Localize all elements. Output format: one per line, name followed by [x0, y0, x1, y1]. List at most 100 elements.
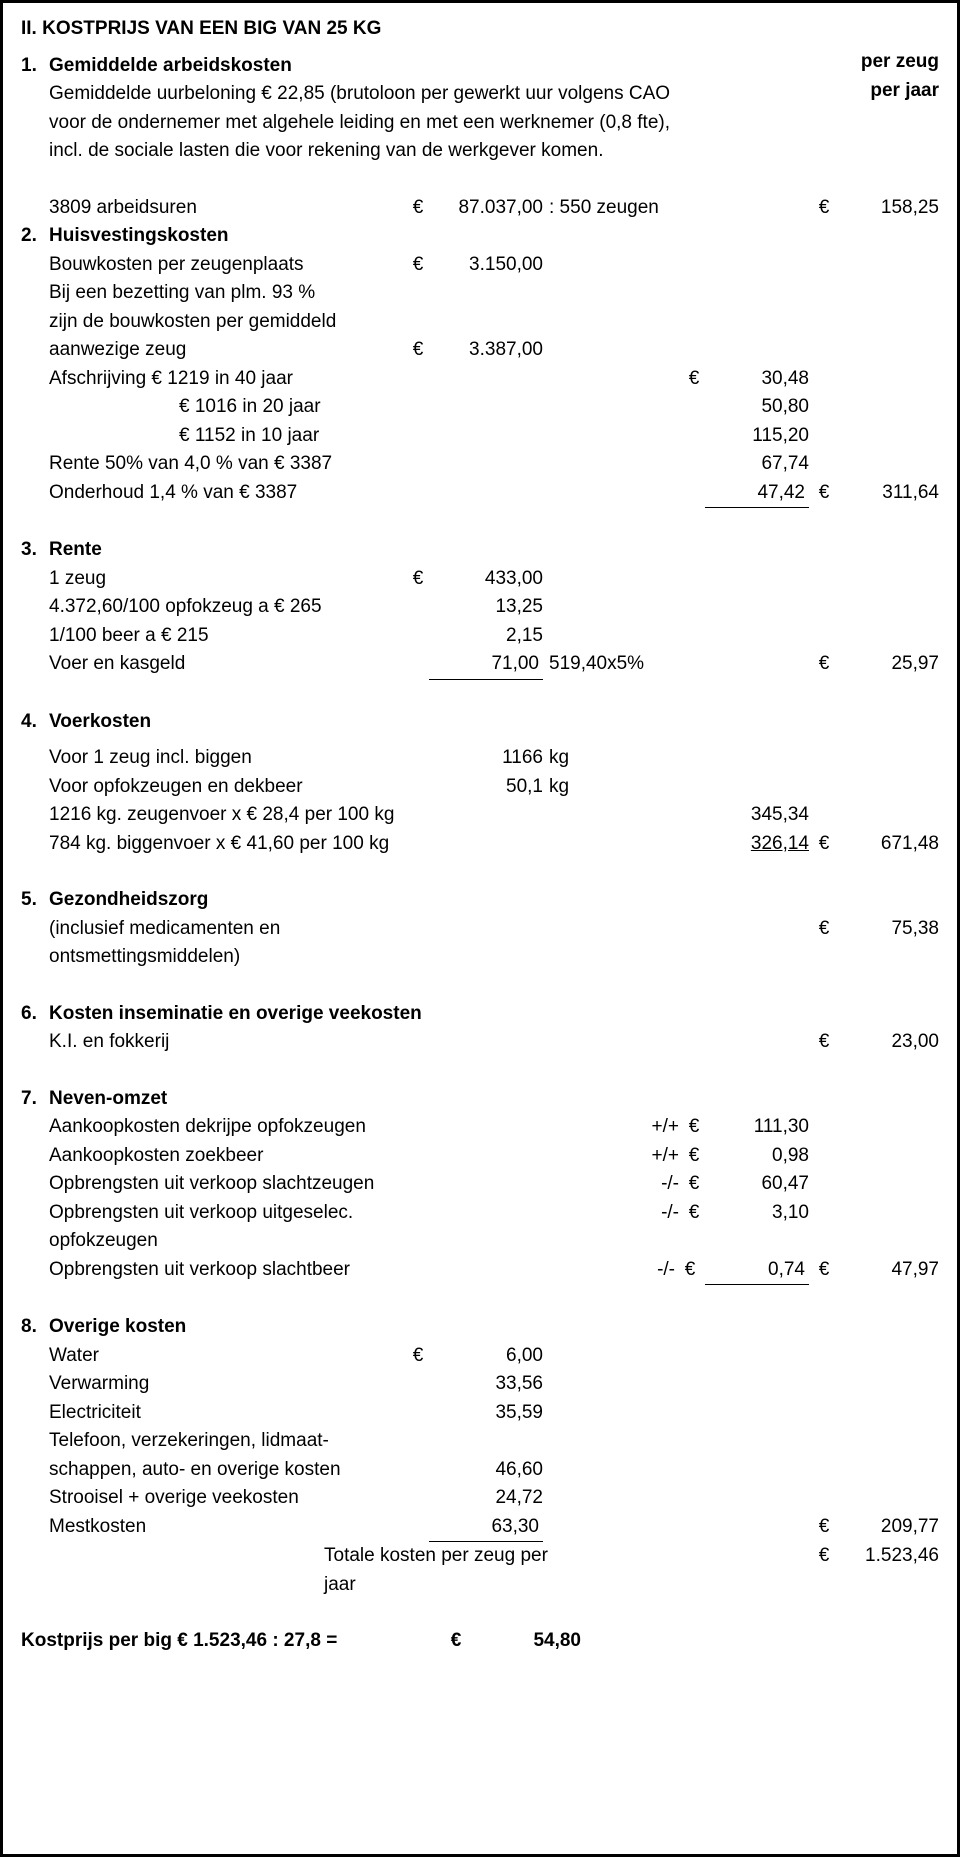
s1-row-arbeidsuren: 3809 arbeidsuren € 87.037,00 : 550 zeuge… [21, 194, 939, 223]
eur: € [679, 365, 709, 394]
section-6-header: 6. Kosten inseminatie en overige veekost… [21, 1000, 939, 1029]
eur: € [403, 251, 433, 280]
section-1-header: 1. Gemiddelde arbeidskosten [21, 52, 939, 81]
section-8-header: 8. Overige kosten [21, 1313, 939, 1342]
label: 784 kg. biggenvoer x € 41,60 per 100 kg [49, 830, 403, 859]
eur: € [809, 194, 839, 223]
value: 30,48 [709, 365, 809, 394]
value: 1166 [433, 744, 543, 773]
value: 75,38 [839, 915, 939, 972]
value: 671,48 [839, 830, 939, 859]
eur: € [809, 479, 839, 509]
s1-p1: Gemiddelde uurbeloning € 22,85 (brutoloo… [21, 80, 939, 109]
final-row: Kostprijs per big € 1.523,46 : 27,8 = € … [21, 1627, 939, 1656]
eur: € [679, 1113, 709, 1142]
s7-r2: Aankoopkosten zoekbeer +/+ € 0,98 [21, 1142, 939, 1171]
label: Aankoopkosten zoekbeer [49, 1142, 403, 1171]
label: K.I. en fokkerij [49, 1028, 403, 1057]
document-page: II. KOSTPRIJS VAN EEN BIG VAN 25 KG per … [0, 0, 960, 1857]
s3-r1: 1 zeug € 433,00 [21, 565, 939, 594]
per-jaar: per jaar [861, 77, 939, 106]
value: 47,97 [839, 1256, 939, 1286]
value: 33,56 [433, 1370, 543, 1399]
label: Water [49, 1342, 403, 1371]
label: Rente 50% van 4,0 % van € 3387 [49, 450, 403, 479]
section-4-header: 4. Voerkosten [21, 708, 939, 737]
label: Verwarming [49, 1370, 403, 1399]
value: 35,59 [433, 1399, 543, 1428]
label: Electriciteit [49, 1399, 403, 1428]
label: Onderhoud 1,4 % van € 3387 [49, 479, 399, 509]
s6-title: Kosten inseminatie en overige veekosten [49, 1000, 939, 1029]
value: 1.523,46 [839, 1542, 939, 1599]
s4-num: 4. [21, 708, 49, 737]
value: 433,00 [433, 565, 543, 594]
s8-r6: Strooisel + overige veekosten 24,72 [21, 1484, 939, 1513]
value: 3.150,00 [433, 251, 543, 280]
s1-title: Gemiddelde arbeidskosten [49, 52, 939, 81]
s7-title: Neven-omzet [49, 1085, 939, 1114]
s5-title: Gezondheidszorg [49, 886, 939, 915]
label: 4.372,60/100 opfokzeug a € 265 [49, 593, 403, 622]
label: (inclusief medicamenten en ontsmettingsm… [49, 915, 403, 972]
value: 3,10 [709, 1199, 809, 1256]
value: 46,60 [433, 1456, 543, 1485]
value: 3.387,00 [433, 336, 543, 365]
s2-r6: € 1016 in 20 jaar 50,80 [21, 393, 939, 422]
s8-r3: Electriciteit 35,59 [21, 1399, 939, 1428]
eur: € [809, 915, 839, 972]
s1-p3: incl. de sociale lasten die voor rekenin… [21, 137, 939, 166]
mid: kg [543, 744, 679, 773]
value: 67,74 [709, 450, 809, 479]
s3-num: 3. [21, 536, 49, 565]
eur: € [679, 1142, 709, 1171]
s3-title: Rente [49, 536, 939, 565]
label: aanwezige zeug [49, 336, 403, 365]
s7-r4: Opbrengsten uit verkoop uitgeselec. opfo… [21, 1199, 939, 1256]
total-label: Totale kosten per zeug per jaar [324, 1542, 564, 1599]
label: Strooisel + overige veekosten [49, 1484, 403, 1513]
eur: € [441, 1627, 471, 1656]
s5-r1: (inclusief medicamenten en ontsmettingsm… [21, 915, 939, 972]
s4-r3: 1216 kg. zeugenvoer x € 28,4 per 100 kg … [21, 801, 939, 830]
label: zijn de bouwkosten per gemiddeld [49, 308, 939, 337]
sign: -/- [539, 1256, 675, 1286]
section-2-header: 2. Huisvestingskosten [21, 222, 939, 251]
label: Aankoopkosten dekrijpe opfokzeugen [49, 1113, 403, 1142]
value: 111,30 [709, 1113, 809, 1142]
s3-r2: 4.372,60/100 opfokzeug a € 265 13,25 [21, 593, 939, 622]
s8-title: Overige kosten [49, 1313, 939, 1342]
value: 311,64 [839, 479, 939, 509]
header-right: per zeug per jaar [861, 48, 939, 105]
value: 50,80 [709, 393, 809, 422]
value: 63,30 [429, 1513, 543, 1543]
value: 60,47 [709, 1170, 809, 1199]
mid: 519,40x5% [543, 650, 679, 680]
s2-r8: Rente 50% van 4,0 % van € 3387 67,74 [21, 450, 939, 479]
label: Bij een bezetting van plm. 93 % [49, 279, 939, 308]
value: 87.037,00 [433, 194, 543, 223]
s2-r7: € 1152 in 10 jaar 115,20 [21, 422, 939, 451]
label: Opbrengsten uit verkoop uitgeselec. opfo… [49, 1199, 403, 1256]
s4-r1: Voor 1 zeug incl. biggen 1166 kg [21, 744, 939, 773]
mid: : 550 zeugen [543, 194, 679, 223]
value: 13,25 [433, 593, 543, 622]
label: Telefoon, verzekeringen, lidmaat- [49, 1427, 939, 1456]
s7-num: 7. [21, 1085, 49, 1114]
eur: € [403, 565, 433, 594]
s7-r5: Opbrengsten uit verkoop slachtbeer -/- €… [21, 1256, 939, 1286]
label: Bouwkosten per zeugenplaats [49, 251, 403, 280]
label: Voer en kasgeld [49, 650, 399, 680]
s8-r5: schappen, auto- en overige kosten 46,60 [21, 1456, 939, 1485]
value: 6,00 [433, 1342, 543, 1371]
final-label: Kostprijs per big € 1.523,46 : 27,8 = [21, 1627, 441, 1656]
eur: € [809, 1542, 839, 1599]
eur: € [403, 194, 433, 223]
eur: € [809, 1028, 839, 1057]
value: 345,34 [709, 801, 809, 830]
value: 158,25 [839, 194, 939, 223]
mid: kg [543, 773, 679, 802]
label: 1/100 beer a € 215 [49, 622, 403, 651]
label: Afschrijving € 1219 in 40 jaar [49, 365, 403, 394]
s2-r3: zijn de bouwkosten per gemiddeld [21, 308, 939, 337]
